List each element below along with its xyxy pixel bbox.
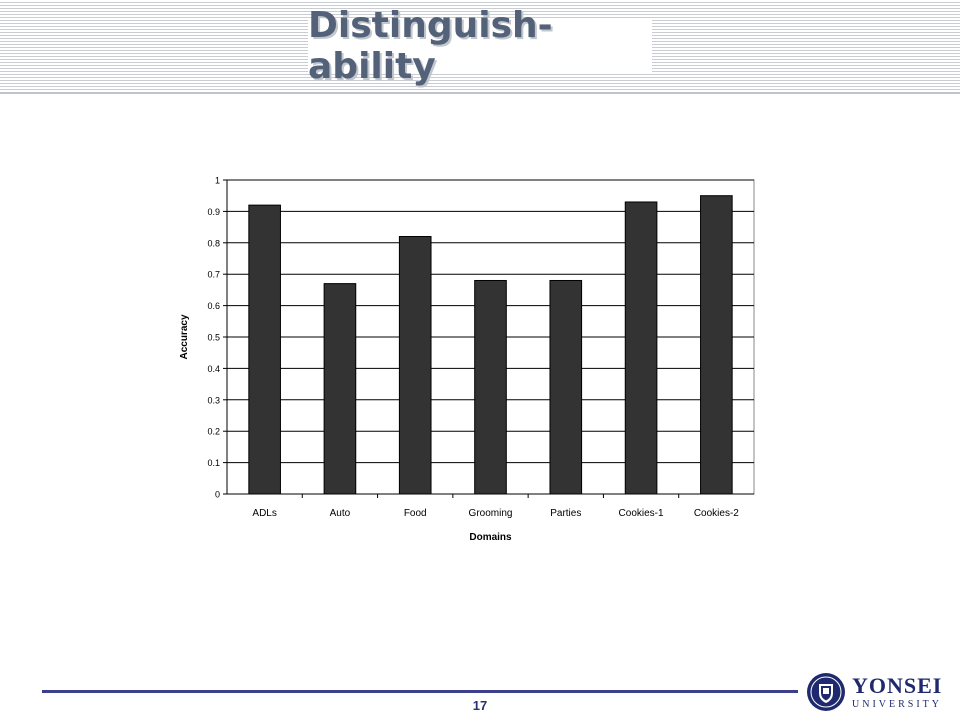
logo-name: YONSEI [852, 672, 943, 698]
y-tick-label: 0 [215, 490, 220, 500]
y-tick-label: 0.6 [207, 301, 220, 311]
slide-title: Distinguish-ability [308, 5, 553, 87]
y-tick-label: 0.1 [207, 458, 220, 468]
y-tick-label: 0.2 [207, 427, 220, 437]
bar-grooming [474, 279, 507, 495]
x-axis-title: Domains [469, 532, 512, 543]
x-tick-label: Cookies-1 [619, 508, 664, 519]
y-tick-label: 0.4 [207, 364, 220, 374]
header-divider [0, 92, 960, 94]
university-logo: YONSEI UNIVERSITY [806, 667, 956, 717]
logo-sub: UNIVERSITY [852, 698, 942, 710]
x-tick-label: Grooming [469, 508, 513, 519]
x-tick-label: Cookies-2 [694, 508, 739, 519]
x-tick-label: ADLs [252, 508, 276, 519]
bar-cookies-2 [700, 195, 733, 495]
bar-parties [549, 279, 583, 495]
x-tick-label: Food [404, 508, 427, 519]
bar-auto [323, 283, 357, 495]
y-tick-label: 0.9 [207, 207, 220, 217]
page-number: 17 [472, 698, 488, 713]
bar-cookies-1 [624, 201, 658, 495]
y-tick-label: 0.3 [207, 395, 220, 405]
title-area: Distinguish-ability [308, 5, 652, 87]
y-tick-label: 0.7 [207, 270, 220, 280]
y-axis-title: Accuracy [179, 314, 190, 359]
footer-divider [42, 690, 798, 693]
x-tick-label: Parties [550, 508, 581, 519]
bar-food [398, 236, 432, 495]
x-tick-label: Auto [330, 508, 351, 519]
bar-adls [248, 204, 281, 495]
university-seal-icon [807, 673, 845, 711]
y-tick-label: 1 [215, 176, 220, 186]
bar-chart: 0 0.1 0.2 0.3 0.4 0.5 0.6 0.7 0.8 0.9 1 ADLs Auto Foo… [179, 176, 755, 543]
y-tick-label: 0.5 [207, 333, 220, 343]
y-tick-label: 0.8 [207, 238, 220, 248]
